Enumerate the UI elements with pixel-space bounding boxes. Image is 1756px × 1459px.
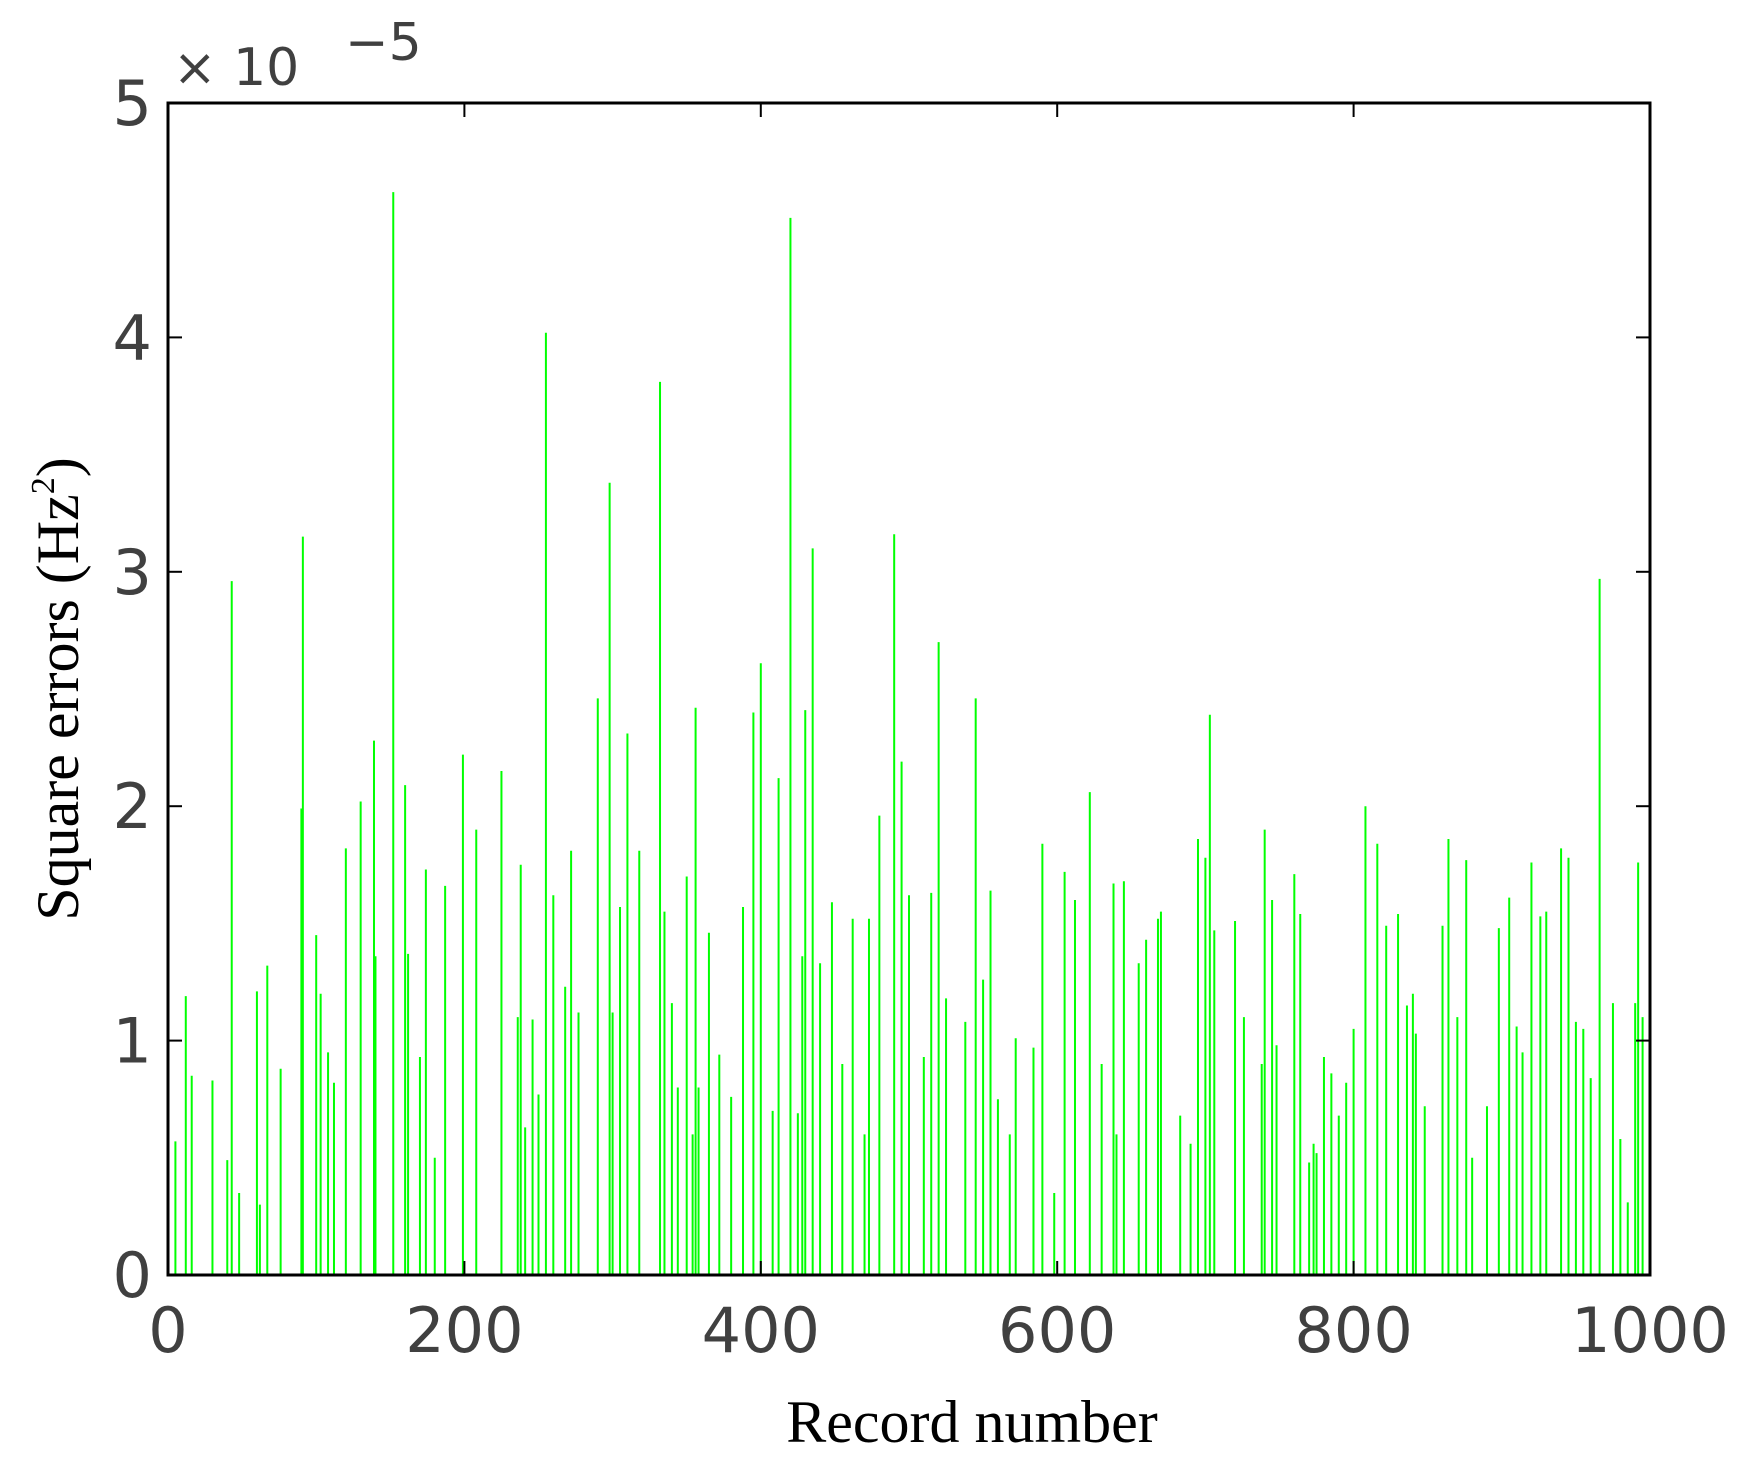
y-tick-label: 5 [113, 67, 152, 140]
y-scale-multiplier: × 10 [173, 38, 299, 98]
y-tick-label: 1 [113, 1005, 152, 1078]
x-tick-label: 600 [998, 1294, 1116, 1367]
y-tick-label: 4 [113, 301, 152, 374]
y-axis-label: Square errors (Hz2) [25, 457, 91, 920]
y-tick-label: 3 [113, 536, 152, 609]
x-tick-label: 400 [702, 1294, 820, 1367]
y-tick-label: 2 [113, 770, 152, 843]
x-tick-label: 0 [148, 1294, 187, 1367]
y-axis-label-suffix: ) [25, 457, 91, 477]
x-tick-label: 800 [1294, 1294, 1412, 1367]
y-scale-exponent: −5 [345, 13, 422, 73]
y-tick-labels: 0 1 2 3 4 5 [113, 67, 152, 1312]
x-tick-label: 1000 [1571, 1294, 1729, 1367]
y-axis-label-main: Square errors (Hz [25, 494, 91, 920]
plot-frame [166, 101, 1652, 1277]
bars-layer [174, 192, 1644, 1275]
y-axis-label-superscript: 2 [25, 477, 62, 494]
x-tick-label: 200 [405, 1294, 523, 1367]
y-tick-label: 0 [113, 1239, 152, 1312]
x-tick-labels: 0 200 400 600 800 1000 [148, 1294, 1729, 1367]
x-axis-label: Record number [786, 1389, 1158, 1455]
